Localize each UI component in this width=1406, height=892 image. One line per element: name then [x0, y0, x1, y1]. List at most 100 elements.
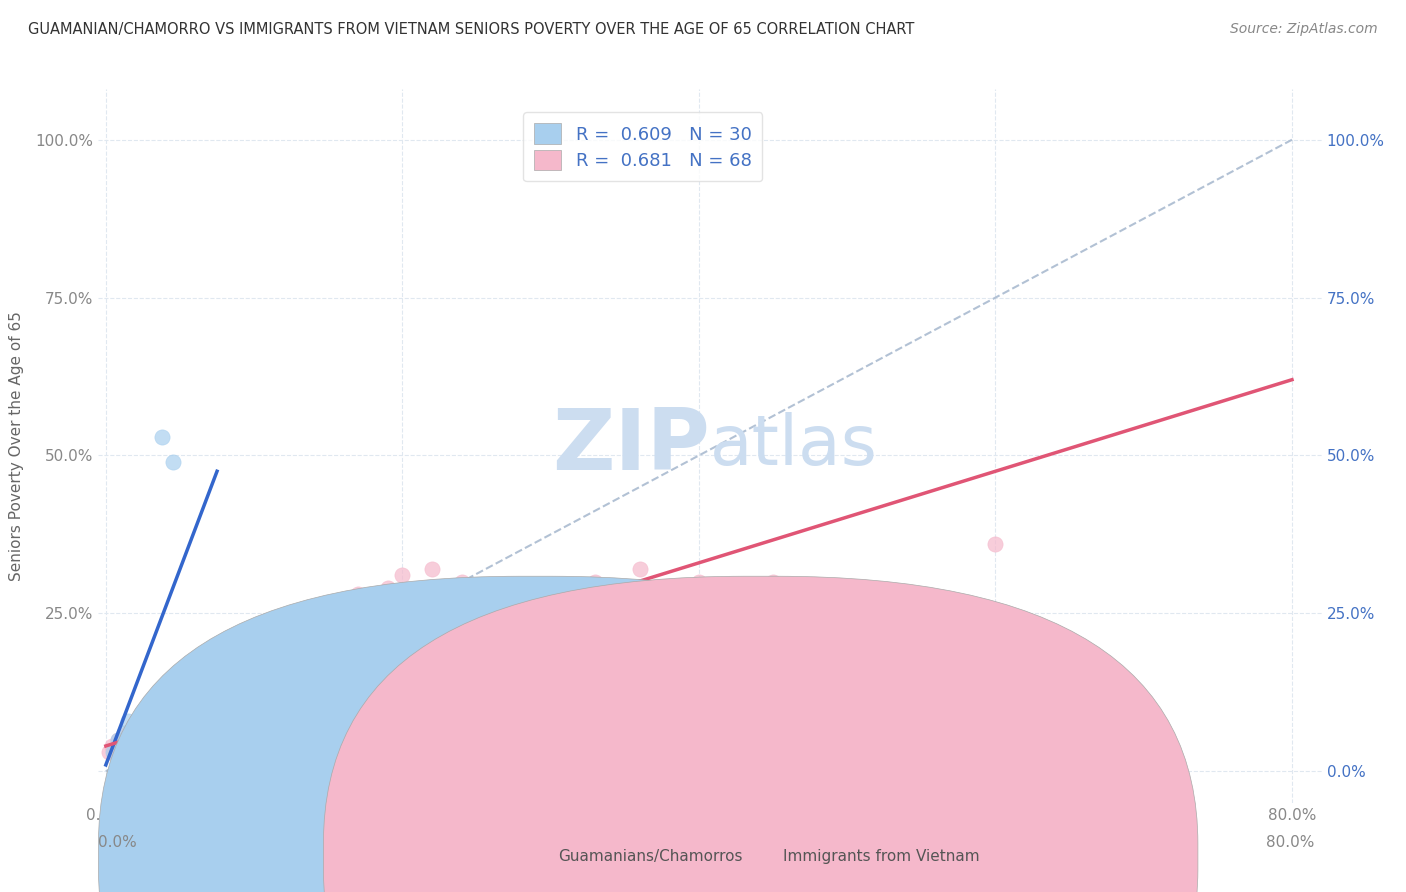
- Point: [266, 644, 288, 658]
- Point: [121, 739, 143, 753]
- Point: [139, 726, 162, 740]
- Point: [117, 732, 139, 747]
- Point: [450, 574, 472, 589]
- Point: [176, 701, 198, 715]
- Point: [228, 675, 250, 690]
- Point: [406, 587, 429, 601]
- Point: [628, 562, 651, 576]
- Point: [188, 701, 211, 715]
- Text: Source: ZipAtlas.com: Source: ZipAtlas.com: [1230, 22, 1378, 37]
- Point: [107, 732, 129, 747]
- Point: [139, 720, 162, 734]
- Point: [124, 726, 146, 740]
- Text: Immigrants from Vietnam: Immigrants from Vietnam: [783, 849, 980, 863]
- Point: [172, 701, 194, 715]
- Point: [145, 726, 167, 740]
- Point: [134, 732, 156, 747]
- Point: [235, 663, 257, 677]
- Point: [153, 714, 176, 728]
- Text: atlas: atlas: [710, 412, 877, 480]
- Point: [104, 745, 127, 759]
- Point: [250, 657, 273, 671]
- Point: [127, 732, 149, 747]
- Point: [162, 720, 184, 734]
- Point: [110, 739, 132, 753]
- Point: [117, 714, 139, 728]
- Point: [157, 732, 180, 747]
- Point: [112, 732, 135, 747]
- Point: [132, 707, 155, 722]
- Point: [479, 607, 502, 621]
- Point: [243, 669, 266, 683]
- Point: [540, 593, 562, 607]
- Point: [118, 732, 141, 747]
- Point: [347, 587, 370, 601]
- Text: 80.0%: 80.0%: [1267, 836, 1315, 850]
- Point: [150, 720, 173, 734]
- Point: [837, 587, 859, 601]
- Point: [332, 607, 354, 621]
- Point: [177, 701, 200, 715]
- Point: [150, 726, 173, 740]
- Point: [162, 455, 184, 469]
- Point: [169, 714, 191, 728]
- Point: [193, 689, 215, 703]
- Point: [510, 587, 533, 601]
- Point: [198, 695, 221, 709]
- Point: [131, 726, 153, 740]
- Point: [150, 429, 173, 443]
- Point: [377, 581, 399, 595]
- Point: [287, 625, 309, 640]
- Point: [191, 714, 214, 728]
- Point: [166, 726, 188, 740]
- Text: GUAMANIAN/CHAMORRO VS IMMIGRANTS FROM VIETNAM SENIORS POVERTY OVER THE AGE OF 65: GUAMANIAN/CHAMORRO VS IMMIGRANTS FROM VI…: [28, 22, 914, 37]
- Point: [420, 562, 443, 576]
- Point: [148, 714, 170, 728]
- Point: [142, 720, 165, 734]
- Point: [583, 574, 606, 589]
- Point: [115, 739, 138, 753]
- Point: [121, 739, 143, 753]
- Legend: R =  0.609   N = 30, R =  0.681   N = 68: R = 0.609 N = 30, R = 0.681 N = 68: [523, 112, 762, 181]
- Point: [136, 720, 159, 734]
- Point: [146, 720, 169, 734]
- Point: [688, 574, 710, 589]
- Point: [984, 537, 1007, 551]
- Point: [100, 739, 122, 753]
- Point: [218, 682, 240, 697]
- Point: [169, 707, 191, 722]
- Point: [214, 675, 236, 690]
- Point: [361, 593, 384, 607]
- Point: [97, 745, 120, 759]
- Point: [166, 707, 188, 722]
- Point: [136, 726, 159, 740]
- Point: [207, 689, 229, 703]
- Point: [132, 720, 155, 734]
- Point: [180, 707, 202, 722]
- Point: [153, 714, 176, 728]
- Point: [103, 745, 125, 759]
- Y-axis label: Seniors Poverty Over the Age of 65: Seniors Poverty Over the Age of 65: [10, 311, 24, 581]
- Point: [184, 707, 207, 722]
- Point: [391, 568, 413, 582]
- Text: ZIP: ZIP: [553, 404, 710, 488]
- Point: [139, 732, 162, 747]
- Point: [222, 669, 245, 683]
- Point: [124, 726, 146, 740]
- Point: [112, 726, 135, 740]
- Point: [132, 720, 155, 734]
- Point: [127, 732, 149, 747]
- Point: [142, 714, 165, 728]
- Point: [157, 720, 180, 734]
- Point: [205, 714, 228, 728]
- Point: [273, 638, 295, 652]
- Point: [762, 574, 785, 589]
- Point: [198, 720, 221, 734]
- Point: [160, 707, 183, 722]
- Text: 0.0%: 0.0%: [98, 836, 138, 850]
- Point: [107, 732, 129, 747]
- Point: [214, 707, 236, 722]
- Point: [184, 695, 207, 709]
- Point: [117, 726, 139, 740]
- Point: [110, 739, 132, 753]
